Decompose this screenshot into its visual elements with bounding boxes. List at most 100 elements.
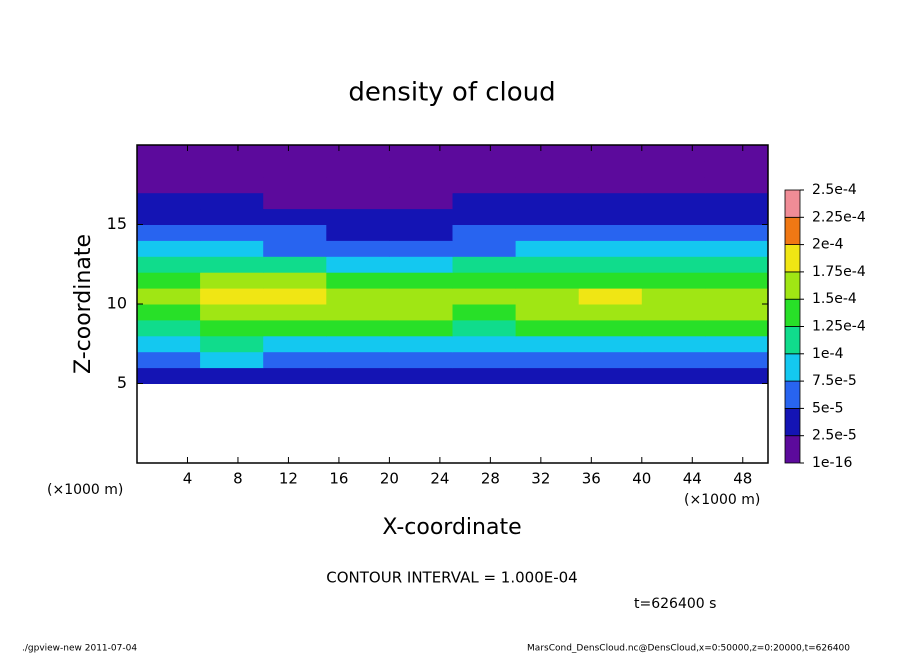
- colorbar-label: 2.5e-4: [812, 182, 857, 198]
- colorbar-label: 1.25e-4: [812, 319, 866, 335]
- heat-cell: [452, 367, 517, 384]
- heat-cell: [326, 256, 390, 273]
- time-label: t=626400 s: [634, 596, 716, 612]
- heat-cell: [263, 176, 327, 194]
- colorbar-label: 7.5e-5: [812, 373, 857, 389]
- heat-cell: [137, 304, 201, 321]
- heat-cell: [641, 192, 706, 210]
- heat-cell: [452, 160, 517, 178]
- colorbar-label: 2.5e-5: [812, 428, 857, 444]
- heat-cell: [326, 240, 390, 257]
- heat-cell: [515, 176, 580, 194]
- colorbar-box: [784, 435, 801, 464]
- heat-cell: [515, 335, 580, 353]
- heat-cell: [704, 351, 769, 369]
- colorbar-box: [784, 298, 801, 327]
- heat-cell: [452, 240, 517, 257]
- heat-cell: [452, 208, 517, 225]
- heat-cell: [578, 192, 643, 210]
- heat-cell: [263, 367, 327, 384]
- heat-cell: [452, 288, 517, 305]
- heat-cell: [641, 288, 706, 305]
- heat-cell: [704, 335, 769, 353]
- heat-cell: [137, 224, 201, 241]
- heat-cell: [137, 145, 201, 162]
- heat-cell: [515, 192, 580, 210]
- heat-cell: [704, 176, 769, 194]
- heat-cell: [389, 351, 453, 369]
- heat-cell: [704, 192, 769, 210]
- x-tick-label: 32: [531, 470, 550, 488]
- heat-cell: [263, 192, 327, 210]
- heat-cell: [263, 304, 327, 321]
- heat-cell: [515, 256, 580, 273]
- heat-cell: [578, 367, 643, 384]
- heat-cell: [326, 208, 390, 225]
- heat-cell: [326, 351, 390, 369]
- heat-cell: [578, 304, 643, 321]
- contour-interval: CONTOUR INTERVAL = 1.000E-04: [326, 569, 577, 587]
- heat-cell: [389, 335, 453, 353]
- heat-cell: [137, 160, 201, 178]
- heat-cell: [326, 335, 390, 353]
- heat-cell: [263, 145, 327, 162]
- heat-cell: [452, 304, 517, 321]
- heat-cell: [137, 319, 201, 337]
- colorbar-label: 2.25e-4: [812, 209, 866, 225]
- heat-cell: [704, 367, 769, 384]
- heat-cell: [578, 208, 643, 225]
- heat-cell: [578, 145, 643, 162]
- heat-cell: [704, 160, 769, 178]
- colorbar-label: 1.75e-4: [812, 264, 866, 280]
- x-tick-label: 36: [582, 470, 601, 488]
- heat-cell: [326, 176, 390, 194]
- heat-cell: [515, 224, 580, 241]
- x-tick-label: 4: [183, 470, 193, 488]
- heat-cell: [326, 145, 390, 162]
- heat-cell: [326, 224, 390, 241]
- heat-cell: [515, 208, 580, 225]
- heat-cell: [200, 367, 264, 384]
- heat-cell: [641, 319, 706, 337]
- heat-cell: [578, 272, 643, 289]
- heat-cell: [641, 208, 706, 225]
- heat-cell: [578, 160, 643, 178]
- heat-cell: [200, 192, 264, 210]
- heat-cell: [515, 367, 580, 384]
- heat-cell: [515, 240, 580, 257]
- heat-cell: [515, 304, 580, 321]
- heat-cell: [641, 272, 706, 289]
- heat-cell: [641, 240, 706, 257]
- heat-cell: [704, 288, 769, 305]
- colorbar-box: [784, 271, 801, 300]
- heat-cell: [641, 351, 706, 369]
- colorbar-box: [784, 244, 801, 273]
- y-tick-label: 10: [107, 294, 127, 313]
- heat-cell: [137, 335, 201, 353]
- heat-cell: [200, 256, 264, 273]
- heat-cell: [200, 176, 264, 194]
- heat-cell: [578, 319, 643, 337]
- heat-cell: [389, 145, 453, 162]
- x-tick-label: 40: [632, 470, 651, 488]
- footer-left: ./gpview-new 2011-07-04: [22, 644, 137, 654]
- heat-cell: [515, 351, 580, 369]
- heat-cell: [704, 240, 769, 257]
- heat-cell: [389, 288, 453, 305]
- colorbar-box: [784, 380, 801, 409]
- heat-cell: [515, 160, 580, 178]
- heat-cell: [389, 160, 453, 178]
- y-tick-label: 5: [117, 373, 127, 392]
- heat-cell: [452, 335, 517, 353]
- heat-cell: [326, 319, 390, 337]
- heat-cell: [704, 208, 769, 225]
- heat-cell: [389, 304, 453, 321]
- heat-cell: [263, 160, 327, 178]
- colorbar-box: [784, 216, 801, 246]
- heat-cell: [641, 256, 706, 273]
- colorbar-box: [784, 407, 801, 437]
- heat-cell: [641, 335, 706, 353]
- heat-cell: [263, 240, 327, 257]
- heat-cell: [326, 288, 390, 305]
- heat-cell: [200, 351, 264, 369]
